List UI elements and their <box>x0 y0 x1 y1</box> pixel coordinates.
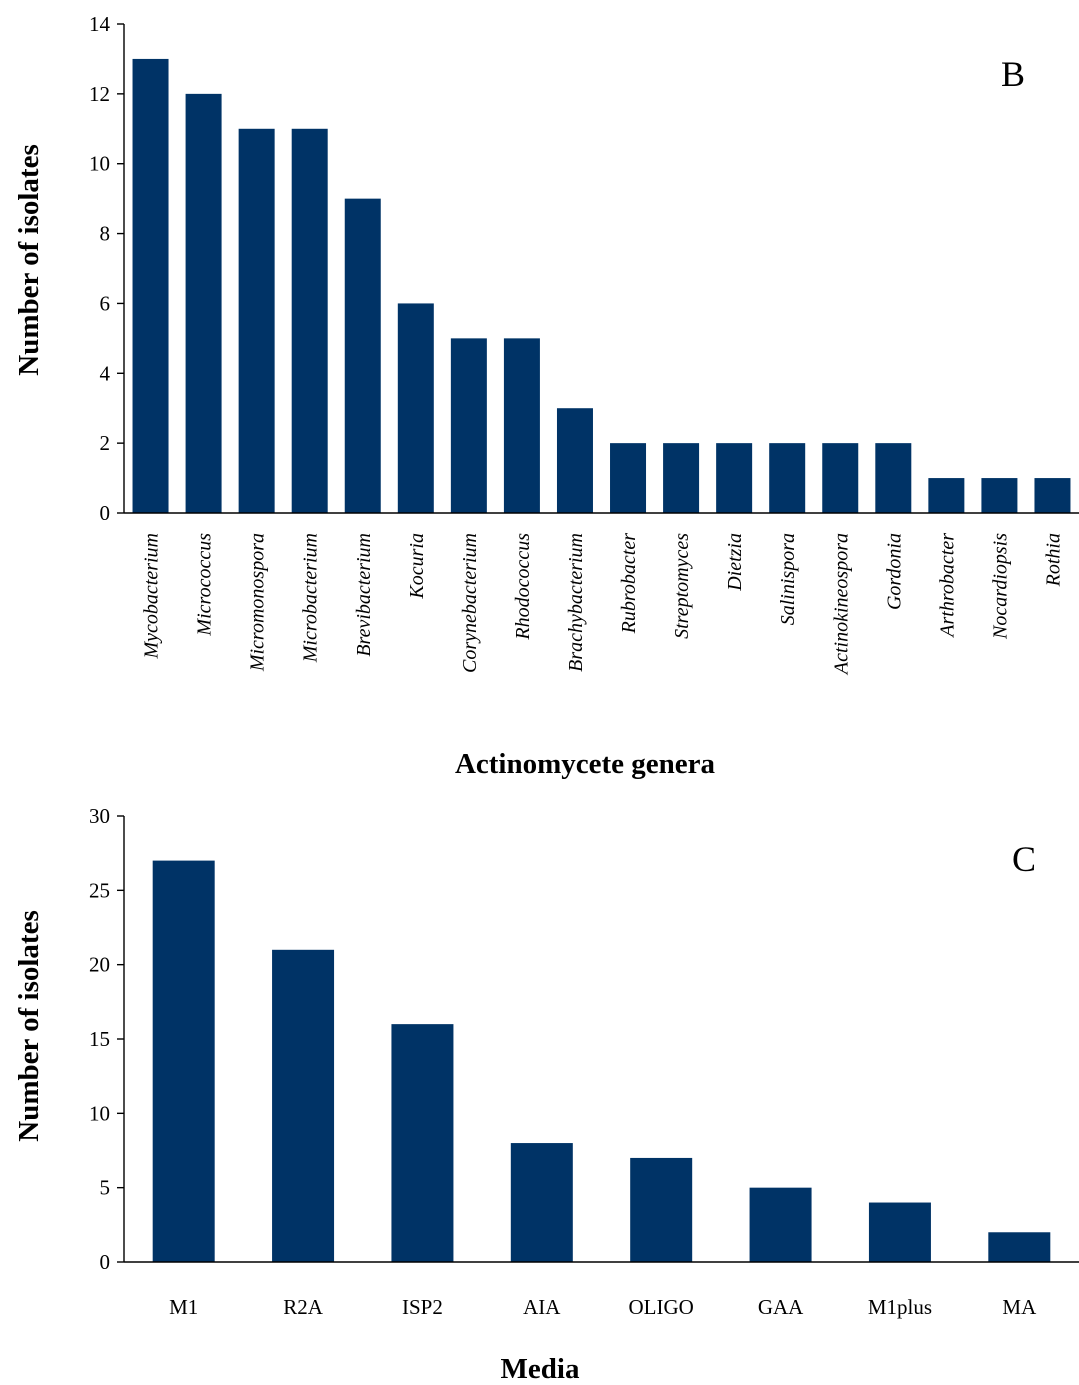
x-tick-label: Dietzia <box>724 533 746 592</box>
x-tick-label: ISP2 <box>402 1295 443 1319</box>
x-tick-label: Brachybacterium <box>565 533 587 672</box>
bar-microbacterium <box>291 128 328 514</box>
y-tick-label: 2 <box>100 431 111 455</box>
x-tick-label: OLIGO <box>629 1295 694 1319</box>
bar-actinokineospora <box>822 443 859 513</box>
bar-aia <box>510 1143 573 1262</box>
x-tick-labels-c: M1 R2A ISP2 AIA OLIGO GAA M1plus MA <box>169 1295 1037 1319</box>
panel-label-b: B <box>1001 54 1025 94</box>
chart-panel-b: 0 2 4 6 8 10 12 14 Mycobacterium Micrococcus Micr… <box>13 12 1079 780</box>
y-ticks-c: 0 5 10 15 20 25 30 <box>89 804 124 1274</box>
x-tick-label: Brevibacterium <box>353 533 375 657</box>
x-tick-label: Micromonospora <box>247 533 269 672</box>
y-tick-label: 14 <box>89 12 111 36</box>
x-tick-label: Streptomyces <box>671 533 693 639</box>
x-tick-label: Rothia <box>1042 533 1064 587</box>
x-tick-label: Rhodococcus <box>512 533 534 641</box>
x-tick-label: Microbacterium <box>300 533 322 663</box>
panel-label-c: C <box>1012 839 1036 879</box>
y-tick-label: 10 <box>89 152 110 176</box>
bar-brachybacterium <box>556 408 593 513</box>
bar-nocardiopsis <box>981 478 1018 513</box>
bar-isp2 <box>391 1024 454 1262</box>
y-tick-label: 8 <box>100 222 111 246</box>
y-tick-label: 15 <box>89 1027 110 1051</box>
x-tick-label: R2A <box>283 1295 324 1319</box>
bar-mycobacterium <box>132 58 169 514</box>
bar-r2a <box>272 949 335 1262</box>
bar-arthrobacter <box>928 478 965 513</box>
bar-oligo <box>630 1157 693 1262</box>
x-tick-label: AIA <box>523 1295 561 1319</box>
bar-kocuria <box>397 303 434 513</box>
y-tick-label: 0 <box>100 501 111 525</box>
x-tick-label: M1 <box>169 1295 198 1319</box>
x-axis-title-b: Actinomycete genera <box>455 748 716 780</box>
x-axis-title-c: Media <box>501 1353 580 1385</box>
bar-micromonospora <box>238 128 275 514</box>
bar-ma <box>988 1232 1051 1262</box>
y-tick-label: 12 <box>89 82 110 106</box>
bar-group-c <box>152 860 1051 1262</box>
y-tick-label: 5 <box>100 1176 111 1200</box>
bar-rothia <box>1034 478 1071 513</box>
bar-gordonia <box>875 443 912 513</box>
y-ticks-b: 0 2 4 6 8 10 12 14 <box>89 12 124 525</box>
bar-streptomyces <box>663 443 700 513</box>
bar-micrococcus <box>185 93 222 513</box>
x-tick-label: Gordonia <box>883 533 905 610</box>
y-tick-label: 10 <box>89 1101 110 1125</box>
y-axis-title-c: Number of isolates <box>13 910 45 1141</box>
x-tick-label: Mycobacterium <box>141 533 163 660</box>
bar-m1plus <box>868 1202 931 1262</box>
y-tick-label: 0 <box>100 1250 111 1274</box>
x-tick-label: M1plus <box>868 1295 932 1319</box>
bar-brevibacterium <box>344 198 381 513</box>
x-tick-label: Actinokineospora <box>830 533 852 676</box>
bar-rhodococcus <box>503 338 540 513</box>
y-axis-title-b: Number of isolates <box>13 144 45 375</box>
y-tick-label: 4 <box>100 361 111 385</box>
bar-rubrobacter <box>610 443 647 513</box>
x-tick-label: Salinispora <box>777 533 799 625</box>
bar-dietzia <box>716 443 753 513</box>
x-tick-label: GAA <box>758 1295 804 1319</box>
y-tick-label: 25 <box>89 878 110 902</box>
bar-gaa <box>749 1187 812 1262</box>
x-tick-label: Kocuria <box>406 533 428 600</box>
x-tick-labels-b: Mycobacterium Micrococcus Micromonospora Mi… <box>141 533 1065 676</box>
bar-group-b <box>132 58 1071 514</box>
x-tick-label: Corynebacterium <box>459 533 481 673</box>
x-tick-label: Nocardiopsis <box>989 533 1011 640</box>
y-tick-label: 30 <box>89 804 110 828</box>
y-tick-label: 20 <box>89 953 110 977</box>
y-tick-label: 6 <box>100 291 111 315</box>
x-tick-label: Rubrobacter <box>618 533 640 635</box>
bar-salinispora <box>769 443 806 513</box>
bar-corynebacterium <box>450 338 487 513</box>
x-tick-label: Micrococcus <box>194 533 216 637</box>
x-tick-label: Arthrobacter <box>936 533 958 639</box>
x-tick-label: MA <box>1002 1295 1037 1319</box>
bar-m1 <box>152 860 215 1262</box>
